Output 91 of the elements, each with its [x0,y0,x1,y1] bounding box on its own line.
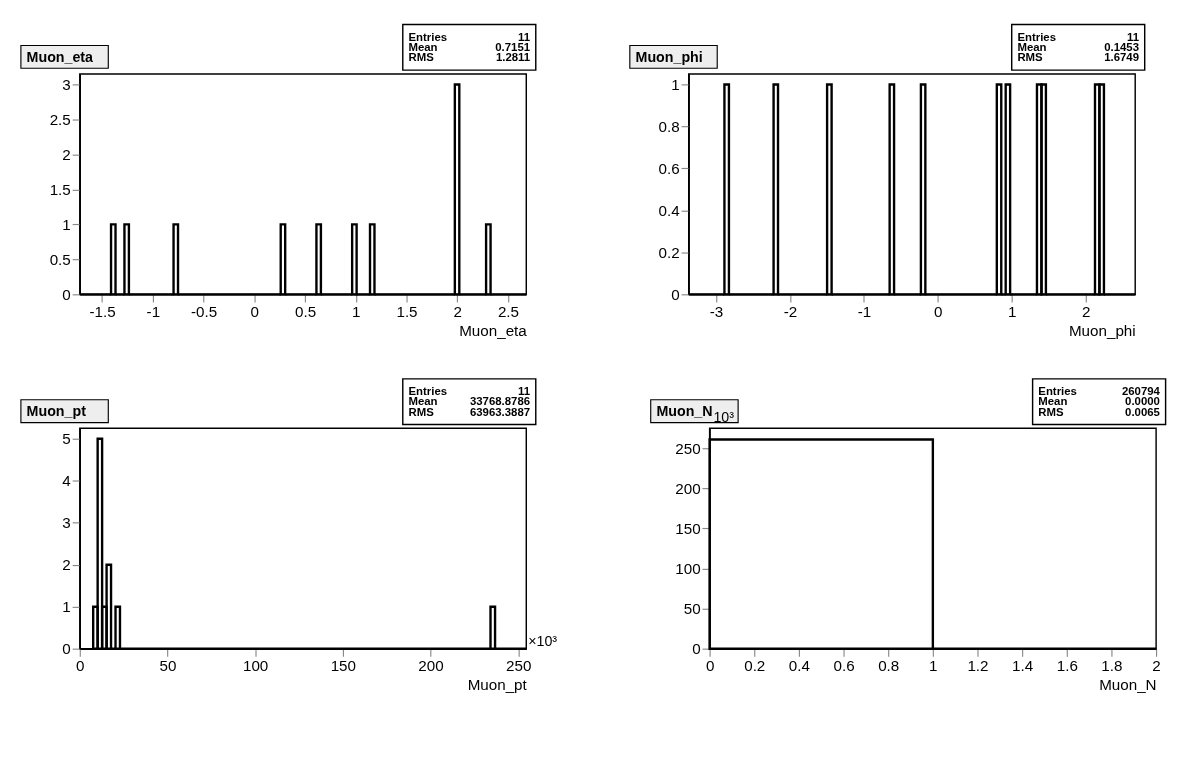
x-tick-label: 0 [934,302,943,320]
text: RMS [408,405,435,418]
x-tick-label: 200 [418,657,444,675]
y-tick-label: 3 [62,513,71,531]
y-tick-label: 0.2 [658,243,680,261]
y-tick-label: 200 [675,479,701,497]
x-tick-label: 50 [159,657,177,675]
text: 0.7151 [495,41,531,54]
x-tick-label: 2 [1152,657,1161,675]
y-tick-label: 0 [692,639,701,657]
text: 63963.3887 [469,405,531,418]
y-tick-label: 50 [683,599,701,617]
text: Entries [408,385,448,398]
x-tick-label: 250 [506,657,532,675]
text: Mean [408,395,438,408]
y-tick-label: 0 [671,285,680,303]
x-tick-label: -1.5 [89,302,116,320]
y-tick-label: 0.8 [658,117,680,135]
x-tick-label: 0.5 [294,302,317,320]
x-tick-label: 0.4 [788,657,810,675]
text: 11 [518,385,531,398]
x-axis-title: Muon_pt [467,676,528,694]
x-tick-label: 0.6 [833,657,855,675]
text: 11 [518,31,531,44]
text: ×10³ [528,632,558,649]
x-axis-title: Muon_phi [1068,321,1136,339]
text: RMS [1017,51,1044,64]
text: 33768.8786 [469,395,531,408]
text: Entries [1017,31,1056,44]
x-tick-label: 100 [242,657,269,675]
y-tick-label: 150 [675,519,701,537]
x-tick-label: -3 [709,302,724,320]
text: 11 [1126,31,1140,44]
x-tick-label: -1 [146,302,161,320]
text: 260794 [1121,385,1161,398]
y-tick-label: 2 [62,555,71,573]
chart-title: Muon_N [656,402,713,419]
text: Entries [1038,385,1077,398]
x-tick-label: 2 [1081,302,1091,320]
chart-title: Muon_phi [635,48,703,65]
x-tick-label: 0 [76,657,85,675]
x-tick-label: 1.8 [1101,657,1123,675]
x-axis-title: Muon_eta [459,321,528,339]
x-tick-label: 1 [1008,302,1017,320]
y-tick-label: 0.6 [658,159,680,177]
y-tick-label: 0 [62,639,71,657]
y-tick-label: 5 [62,430,71,448]
text: 10³ [713,408,735,425]
x-tick-label: 1 [352,302,361,320]
y-tick-label: 100 [675,559,701,577]
y-tick-label: 4 [62,472,71,489]
text: Mean [408,41,438,54]
x-tick-label: 0.2 [744,657,766,675]
text: 0.1453 [1104,41,1139,54]
x-tick-label: 0 [250,302,260,320]
y-tick-label: 2.5 [49,110,71,128]
y-tick-label: 1 [62,215,71,233]
x-tick-label: 1.2 [967,657,989,675]
text: RMS [408,51,435,64]
x-tick-label: 2 [453,302,462,320]
text: RMS [1038,405,1064,418]
text: 0.0065 [1125,405,1161,418]
x-tick-label: -1 [857,302,872,320]
text: Mean [1038,395,1068,408]
y-tick-label: 1.5 [49,180,71,198]
y-tick-label: 1 [62,597,71,615]
x-tick-label: 1 [929,657,938,675]
text: 1.6749 [1104,51,1139,64]
x-tick-label: 0.8 [878,657,900,675]
x-tick-label: -0.5 [190,302,218,320]
x-tick-label: 1.6 [1056,657,1078,675]
y-tick-label: 0.5 [49,250,71,268]
x-axis-title: Muon_N [1099,676,1157,694]
chart-title: Muon_pt [26,402,87,419]
x-tick-label: 0 [705,657,715,675]
y-tick-label: 1 [671,75,680,93]
y-tick-label: 250 [675,439,701,457]
text: 0.0000 [1125,395,1160,408]
x-tick-label: 150 [330,657,356,675]
x-tick-label: -2 [783,302,798,320]
text: Entries [408,31,448,44]
text: 1.2811 [495,51,531,64]
x-tick-label: 1.5 [396,302,418,320]
y-tick-label: 2 [62,145,71,163]
text: Mean [1017,41,1047,54]
y-tick-label: 0 [62,285,71,303]
y-tick-label: 0.4 [658,201,680,219]
chart-title: Muon_eta [26,48,94,65]
y-tick-label: 3 [62,75,71,93]
x-tick-label: 2.5 [497,302,520,320]
x-tick-label: 1.4 [1012,657,1034,675]
